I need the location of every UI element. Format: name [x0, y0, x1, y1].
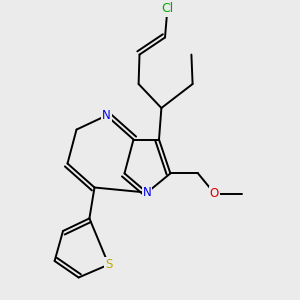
Text: O: O: [210, 187, 219, 200]
Text: N: N: [102, 109, 111, 122]
Text: S: S: [105, 258, 112, 271]
Text: N: N: [142, 186, 152, 199]
Text: Cl: Cl: [161, 2, 173, 16]
